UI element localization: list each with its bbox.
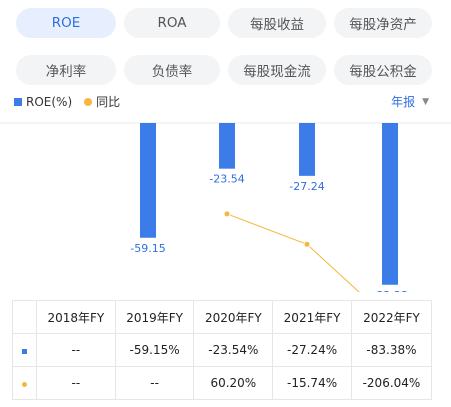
table-header: 2020年FY <box>193 300 274 334</box>
roe-bar[interactable] <box>382 123 398 285</box>
table-cell: -- <box>36 333 116 367</box>
table-cell: 60.20% <box>193 366 274 400</box>
table-cell: -83.38% <box>350 333 433 367</box>
line-legend-marker <box>84 97 93 106</box>
bar-value-label: -27.24 <box>289 180 324 193</box>
table-header: 2022年FY <box>350 300 433 334</box>
table-cell: -206.04% <box>350 366 433 400</box>
table-header: 2021年FY <box>272 300 352 334</box>
line-series-marker <box>22 382 27 387</box>
tab-reserve-per-share[interactable]: 每股公积金 <box>334 55 432 85</box>
period-dropdown[interactable]: 年报 ▼ <box>391 93 429 110</box>
tab-roe[interactable]: ROE <box>16 8 116 38</box>
tab-roa[interactable]: ROA <box>124 8 220 38</box>
chevron-down-icon: ▼ <box>422 96 429 107</box>
data-table: 2018年FY 2019年FY 2020年FY 2021年FY 2022年FY … <box>12 300 433 400</box>
roe-bar[interactable] <box>299 123 315 176</box>
table-cell: -- <box>36 366 116 400</box>
yoy-line <box>226 213 360 292</box>
table-header-row: 2018年FY 2019年FY 2020年FY 2021年FY 2022年FY <box>12 300 433 334</box>
bar-value-label: -59.15 <box>130 242 165 255</box>
bar-series-marker <box>22 349 27 354</box>
table-cell: -27.24% <box>272 333 352 367</box>
roe-bar[interactable] <box>219 123 235 169</box>
header-corner <box>12 300 37 334</box>
tab-eps[interactable]: 每股收益 <box>228 8 326 38</box>
yoy-point[interactable] <box>223 210 231 218</box>
table-cell: -- <box>114 366 195 400</box>
table-cell: -59.15% <box>114 333 195 367</box>
table-row: -- -59.15% -23.54% -27.24% -83.38% <box>12 333 433 367</box>
period-label: 年报 <box>391 95 416 109</box>
roe-bar[interactable] <box>140 123 156 238</box>
yoy-point[interactable] <box>303 240 311 248</box>
table-header: 2018年FY <box>36 300 116 334</box>
row-marker <box>12 333 37 367</box>
table-cell: -23.54% <box>193 333 274 367</box>
tab-net-margin[interactable]: 净利率 <box>16 55 116 85</box>
tab-bvps[interactable]: 每股净资产 <box>334 8 432 38</box>
table-row: -- -- 60.20% -15.74% -206.04% <box>12 366 433 400</box>
legend-roe[interactable]: ROE(%) <box>26 94 73 109</box>
bar-value-label: -23.54 <box>209 173 244 186</box>
tab-cash-flow-per-share[interactable]: 每股现金流 <box>228 55 326 85</box>
table-cell: -15.74% <box>272 366 352 400</box>
tab-debt-ratio[interactable]: 负债率 <box>124 55 220 85</box>
chart-legend: ROE(%) 同比 <box>14 93 120 110</box>
bar-value-label: -83.38 <box>372 289 407 292</box>
roe-chart: -59.15 -23.54 -27.24 -83.38 <box>0 122 451 292</box>
table-header: 2019年FY <box>114 300 195 334</box>
bar-legend-marker <box>14 97 22 106</box>
row-marker <box>12 366 37 400</box>
legend-yoy[interactable]: 同比 <box>96 95 121 109</box>
